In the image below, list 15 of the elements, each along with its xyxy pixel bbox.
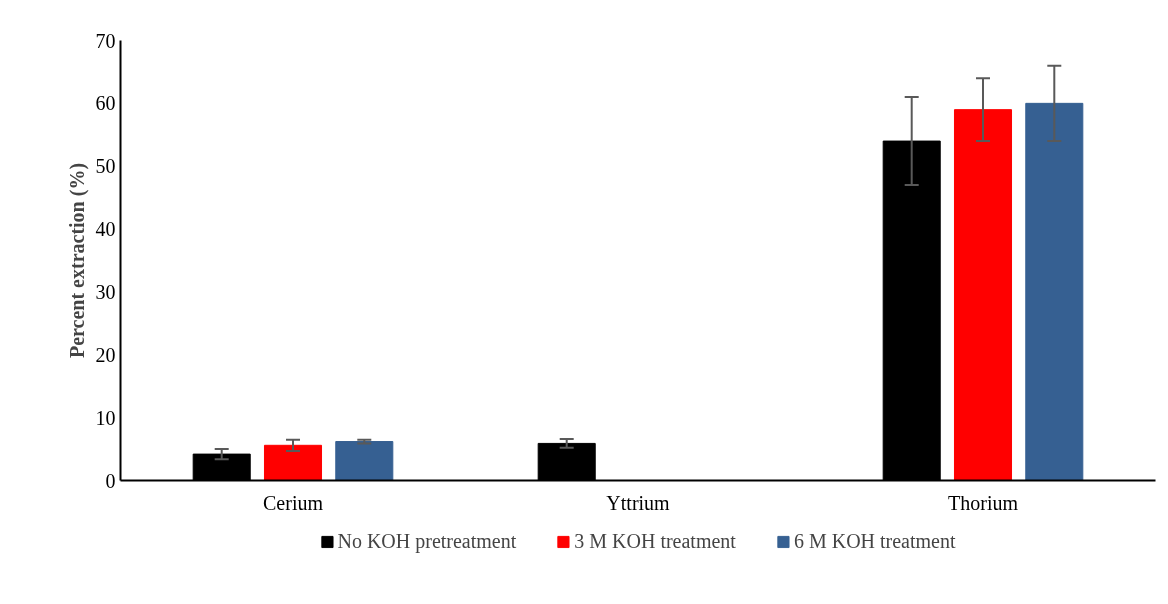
x-tick-label: Yttrium: [606, 491, 671, 514]
y-tick-label: 30: [95, 280, 116, 303]
legend-label: 6 M KOH treatment: [793, 529, 956, 553]
y-tick-label: 20: [95, 343, 116, 366]
y-tick-label: 40: [95, 218, 116, 241]
y-tick-label: 10: [95, 406, 116, 429]
x-tick-label: Thorium: [948, 491, 1019, 514]
y-tick-label: 70: [95, 29, 116, 52]
legend-label: 3 M KOH treatment: [574, 529, 736, 553]
x-tick-label: Cerium: [263, 491, 324, 514]
y-tick-label: 60: [95, 92, 116, 115]
y-tick-label: 0: [105, 469, 116, 492]
y-axis-title: Percent extraction (%): [65, 162, 89, 359]
y-tick-label: 50: [95, 155, 116, 178]
legend-label: No KOH pretreatment: [337, 529, 517, 553]
